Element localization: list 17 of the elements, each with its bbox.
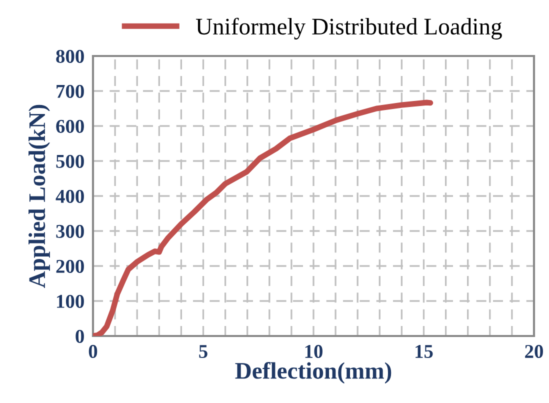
- y-axis-title: Applied Load(kN): [28, 104, 50, 288]
- y-tick-label: 400: [56, 190, 84, 203]
- y-tick-label: 100: [57, 294, 84, 308]
- y-tick-label: 800: [56, 50, 84, 63]
- y-tick-label: 300: [56, 224, 84, 238]
- x-tick-label: 20: [525, 344, 543, 358]
- legend-label: Uniformely Distributed Loading: [196, 18, 502, 40]
- x-tick-label: 15: [416, 344, 433, 358]
- x-tick-label: 10: [305, 344, 322, 358]
- x-tick-label: 5: [199, 345, 208, 358]
- y-tick-label: 0: [76, 330, 84, 343]
- y-tick-label: 600: [56, 120, 84, 133]
- y-tick-label: 200: [56, 260, 84, 273]
- y-tick-label: 500: [56, 154, 84, 168]
- y-tick-label: 700: [56, 84, 84, 98]
- x-axis-title: Deflection(mm): [235, 362, 392, 384]
- x-tick-label: 0: [88, 344, 98, 358]
